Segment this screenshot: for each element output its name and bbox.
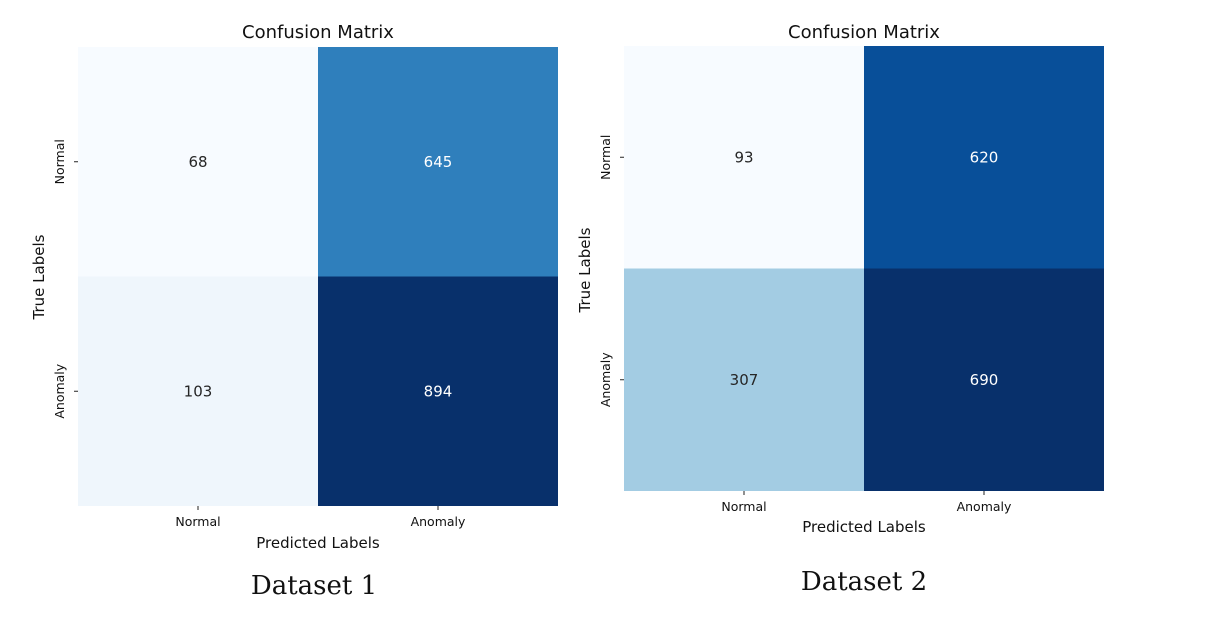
heatmap-cell: [864, 268, 1104, 491]
x-axis-title: Predicted Labels: [256, 534, 380, 552]
y-axis-ticks: Normal Anomaly: [598, 135, 624, 407]
heatmap-value-labels: 68 645 103 894: [184, 153, 453, 401]
cell-value-label: 894: [424, 382, 453, 400]
y-tick-label: Normal: [598, 135, 613, 180]
heatmap-cell: [78, 276, 318, 506]
y-axis-ticks: Normal Anomaly: [52, 139, 78, 419]
figure-caption: Dataset 2: [801, 567, 927, 597]
cell-value-label: 68: [188, 153, 207, 171]
heatmap-cell: [318, 47, 558, 277]
heatmap-cells: [78, 47, 558, 506]
heatmap-cell: [624, 268, 864, 491]
x-axis-title: Predicted Labels: [802, 518, 926, 536]
chart-title: Confusion Matrix: [242, 22, 394, 43]
x-tick-label: Normal: [721, 499, 766, 514]
cell-value-label: 620: [970, 148, 999, 166]
heatmap-value-labels: 93 620 307 690: [730, 148, 999, 389]
y-axis-title: True Labels: [30, 234, 48, 320]
cell-value-label: 307: [730, 371, 759, 389]
y-tick-label: Anomaly: [598, 352, 613, 407]
x-tick-label: Anomaly: [411, 514, 466, 529]
heatmap-cell: [624, 46, 864, 269]
heatmap-cell: [318, 276, 558, 506]
chart-title: Confusion Matrix: [788, 22, 940, 43]
heatmap-cell: [78, 47, 318, 277]
confusion-matrix-panel-2: Confusion Matrix 93 620 307 690 Normal Anoma…: [576, 22, 1104, 597]
heatmap-cells: [624, 46, 1104, 491]
x-axis-ticks: Normal Anomaly: [721, 491, 1012, 514]
heatmap-cell: [864, 46, 1104, 269]
y-axis-title: True Labels: [576, 227, 594, 313]
cell-value-label: 103: [184, 382, 213, 400]
cell-value-label: 93: [734, 148, 753, 166]
figure-caption: Dataset 1: [251, 571, 377, 601]
x-axis-ticks: Normal Anomaly: [175, 506, 466, 529]
y-tick-label: Anomaly: [52, 363, 67, 418]
cell-value-label: 690: [970, 371, 999, 389]
y-tick-label: Normal: [52, 139, 67, 184]
x-tick-label: Anomaly: [957, 499, 1012, 514]
cell-value-label: 645: [424, 153, 453, 171]
confusion-matrix-panel-1: Confusion Matrix 68 645 103 894 Normal Anoma…: [30, 22, 558, 601]
x-tick-label: Normal: [175, 514, 220, 529]
